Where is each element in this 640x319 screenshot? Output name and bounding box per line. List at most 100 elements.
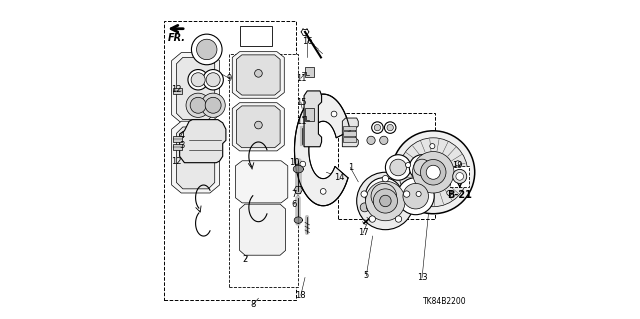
Circle shape [203,70,223,90]
Circle shape [186,93,211,117]
Text: 11: 11 [296,74,306,83]
Bar [173,144,182,150]
Polygon shape [236,106,280,148]
Circle shape [307,115,312,121]
Text: 12: 12 [172,85,182,94]
Bar [240,26,272,46]
Circle shape [452,169,467,183]
Polygon shape [239,204,285,255]
Polygon shape [172,121,220,193]
Text: 10: 10 [289,158,300,167]
Circle shape [392,131,475,214]
Polygon shape [293,165,303,173]
Circle shape [380,136,388,145]
Circle shape [367,136,375,145]
Circle shape [369,216,376,222]
Circle shape [191,34,222,65]
Circle shape [416,191,421,197]
Text: 4: 4 [180,131,185,140]
Bar [164,21,296,300]
Polygon shape [177,127,215,189]
Bar [343,137,356,142]
Circle shape [190,97,206,113]
Bar [337,113,435,219]
Text: 1: 1 [348,163,353,172]
Circle shape [367,203,376,212]
Circle shape [385,155,411,180]
Bar [450,166,469,187]
Circle shape [191,73,205,87]
Text: 11: 11 [296,117,306,126]
Circle shape [374,124,381,131]
Circle shape [456,173,463,180]
Circle shape [420,160,446,185]
Circle shape [385,122,396,133]
Circle shape [205,97,221,113]
Circle shape [360,203,369,212]
Bar [229,54,298,287]
Text: 12: 12 [172,157,182,166]
Polygon shape [232,52,284,98]
Circle shape [426,165,440,179]
Bar [305,108,314,121]
Circle shape [455,161,460,166]
Circle shape [403,191,410,197]
Circle shape [255,70,262,77]
Circle shape [406,162,411,167]
Text: 3: 3 [179,141,185,150]
Polygon shape [294,217,303,223]
Circle shape [371,183,397,209]
Polygon shape [294,94,350,206]
Circle shape [356,172,414,230]
Circle shape [365,178,403,215]
Text: FR.: FR. [168,33,186,43]
Text: 2: 2 [243,256,248,264]
Text: 17: 17 [358,228,369,237]
Text: B-21: B-21 [447,189,472,200]
Circle shape [396,216,402,222]
Circle shape [373,189,397,213]
Text: 13: 13 [417,273,428,282]
Polygon shape [236,55,280,95]
Circle shape [255,121,262,129]
Text: TK84B2200: TK84B2200 [422,297,466,306]
Circle shape [413,152,454,193]
Polygon shape [172,53,220,123]
Circle shape [382,175,388,182]
Circle shape [397,178,434,215]
Circle shape [380,195,391,207]
Text: 9: 9 [227,74,232,83]
Circle shape [399,138,468,207]
Bar [343,126,356,130]
Circle shape [365,181,405,221]
Text: 16: 16 [302,37,312,46]
Circle shape [372,122,383,133]
Circle shape [201,93,225,117]
Bar [305,67,314,77]
Circle shape [403,183,428,209]
Circle shape [196,39,217,60]
Circle shape [430,144,435,149]
Text: 19: 19 [452,161,463,170]
Bar [173,88,182,94]
Polygon shape [236,161,288,203]
Circle shape [410,155,435,180]
Circle shape [331,111,337,117]
Text: 7: 7 [292,190,297,199]
Circle shape [390,159,406,176]
Circle shape [414,159,430,176]
Circle shape [188,70,209,90]
Text: 5: 5 [364,271,369,280]
Text: 6: 6 [292,200,297,209]
Text: 18: 18 [296,291,306,300]
Circle shape [361,191,367,197]
Text: 14: 14 [334,173,344,182]
Circle shape [320,189,326,194]
Text: 15: 15 [296,98,306,107]
Circle shape [206,73,220,87]
Circle shape [447,190,452,196]
Polygon shape [180,120,226,163]
Polygon shape [232,103,284,151]
Circle shape [300,161,306,167]
Text: 8: 8 [250,300,256,309]
